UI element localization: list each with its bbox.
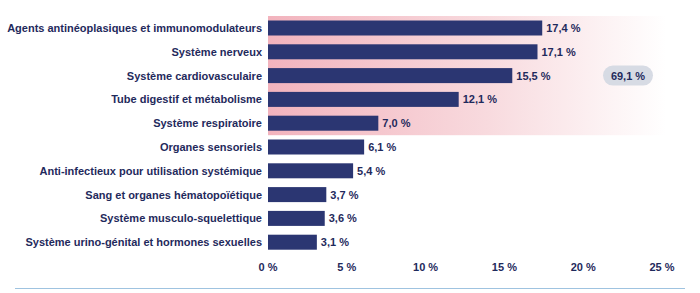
- data-label: 3,1 %: [321, 236, 349, 248]
- category-label: Agents antinéoplasiques et immunomodulat…: [7, 22, 262, 34]
- category-label: Système musculo-squelettique: [100, 212, 262, 224]
- x-tick-label: 15 %: [492, 261, 517, 273]
- data-label: 3,7 %: [330, 189, 358, 201]
- x-tick-label: 25 %: [649, 261, 674, 273]
- x-tick: [583, 253, 584, 256]
- x-tick: [268, 253, 269, 256]
- bar: [268, 187, 326, 202]
- data-label: 12,1 %: [463, 93, 497, 105]
- x-tick-label: 10 %: [413, 261, 438, 273]
- data-label: 6,1 %: [368, 141, 396, 153]
- category-label: Tube digestif et métabolisme: [111, 93, 262, 105]
- data-label: 17,4 %: [546, 22, 580, 34]
- category-label: Sang et organes hématopoïétique: [85, 189, 262, 201]
- bar: [268, 211, 325, 226]
- bars: [268, 21, 542, 250]
- category-label: Organes sensoriels: [160, 141, 262, 153]
- bar: [268, 140, 364, 155]
- x-tick: [504, 253, 505, 256]
- bar: [268, 235, 317, 250]
- data-label: 5,4 %: [357, 165, 385, 177]
- annotation-pill: [603, 66, 653, 86]
- data-label: 15,5 %: [516, 70, 550, 82]
- data-label: 7,0 %: [382, 117, 410, 129]
- bottom-rule: [15, 288, 685, 289]
- bar: [268, 21, 542, 36]
- category-label: Système nerveux: [172, 46, 263, 58]
- bar: [268, 44, 537, 59]
- bar: [268, 68, 512, 83]
- category-label: Anti-infectieux pour utilisation systémi…: [40, 165, 262, 177]
- x-tick-label: 5 %: [337, 261, 356, 273]
- category-label: Système urino-génital et hormones sexuel…: [25, 236, 262, 248]
- annotation-band: [268, 16, 666, 135]
- category-label: Système respiratoire: [153, 117, 262, 129]
- bar: [268, 163, 353, 178]
- bar: [268, 116, 378, 131]
- annotation-text: 69,1 %: [611, 70, 645, 82]
- data-label: 17,1 %: [541, 46, 575, 58]
- category-label: Système cardiovasculaire: [127, 70, 262, 82]
- data-label: 3,6 %: [329, 212, 357, 224]
- x-tick-label: 20 %: [571, 261, 596, 273]
- x-tick: [346, 253, 347, 256]
- bar: [268, 92, 459, 107]
- x-tick-label: 0 %: [259, 261, 278, 273]
- x-tick: [425, 253, 426, 256]
- chart: 69,1 % Agents antinéoplasiques et immunom…: [0, 0, 700, 293]
- x-tick: [662, 253, 663, 256]
